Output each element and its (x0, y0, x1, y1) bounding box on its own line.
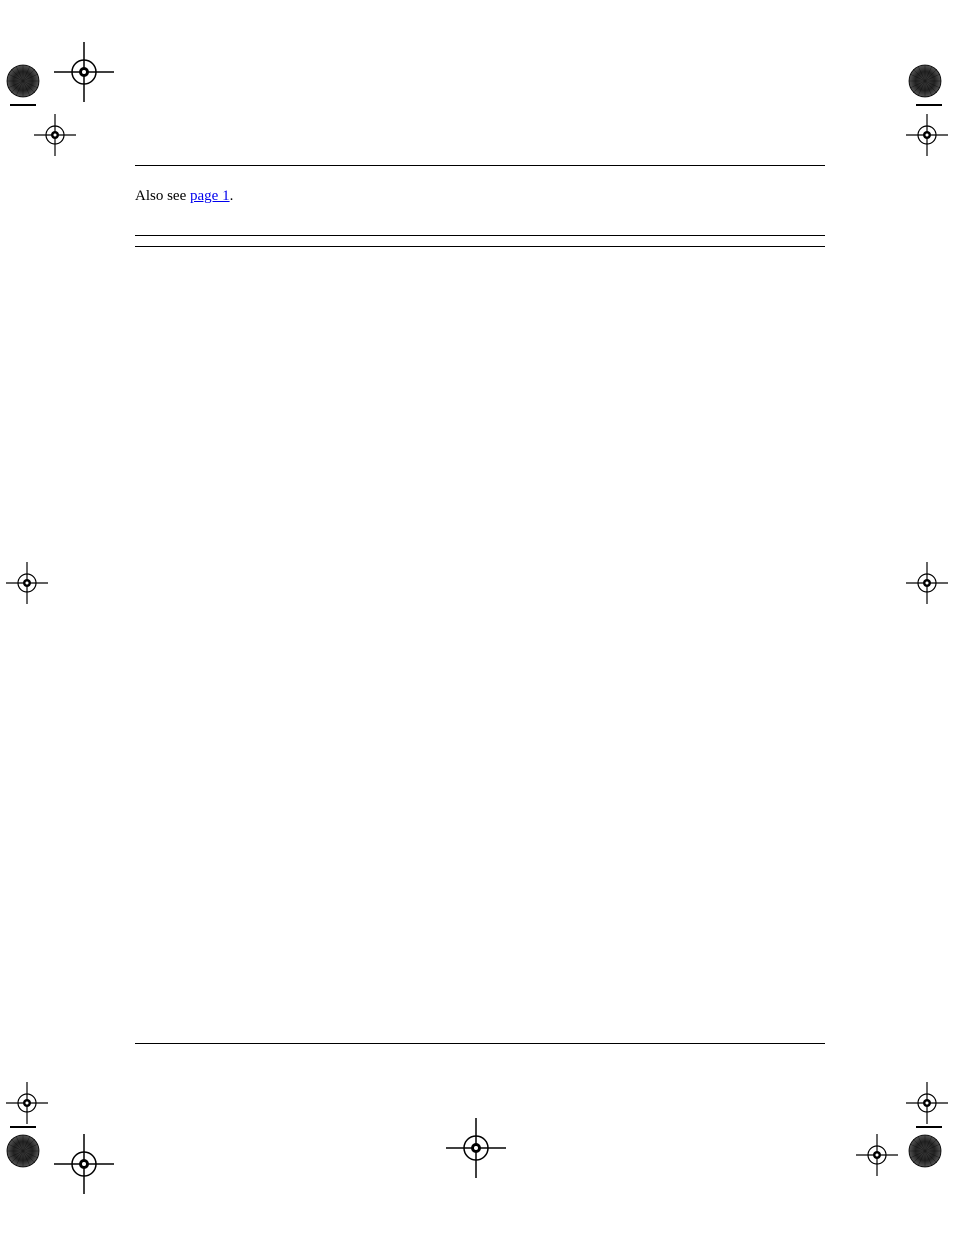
top-rule (135, 165, 825, 166)
also-see-label: Also see (135, 188, 190, 204)
crop-tick-icon (916, 104, 942, 106)
registration-bullseye-icon (6, 1134, 40, 1168)
crop-mark-icon (34, 114, 76, 156)
crop-mark-icon (54, 1134, 114, 1194)
registration-bullseye-icon (6, 64, 40, 98)
also-see-period: . (230, 188, 234, 204)
crop-mark-icon (906, 114, 948, 156)
crop-mark-icon (6, 1082, 48, 1124)
registration-bullseye-icon (908, 1134, 942, 1168)
page-link[interactable]: page 1 (190, 188, 230, 204)
crop-mark-icon (856, 1134, 898, 1176)
crop-mark-icon (6, 562, 48, 604)
crop-mark-icon (446, 1118, 506, 1178)
crop-tick-icon (10, 104, 36, 106)
band-rule-bottom (135, 246, 825, 247)
registration-bullseye-icon (908, 64, 942, 98)
crop-tick-icon (10, 1126, 36, 1128)
page-content: Also see page 1. (135, 165, 825, 247)
crop-mark-icon (906, 1082, 948, 1124)
bottom-rule (135, 1043, 825, 1044)
also-see-line: Also see page 1. (135, 188, 825, 205)
band-rule-top (135, 235, 825, 236)
crop-mark-icon (906, 562, 948, 604)
crop-tick-icon (916, 1126, 942, 1128)
crop-mark-icon (54, 42, 114, 102)
